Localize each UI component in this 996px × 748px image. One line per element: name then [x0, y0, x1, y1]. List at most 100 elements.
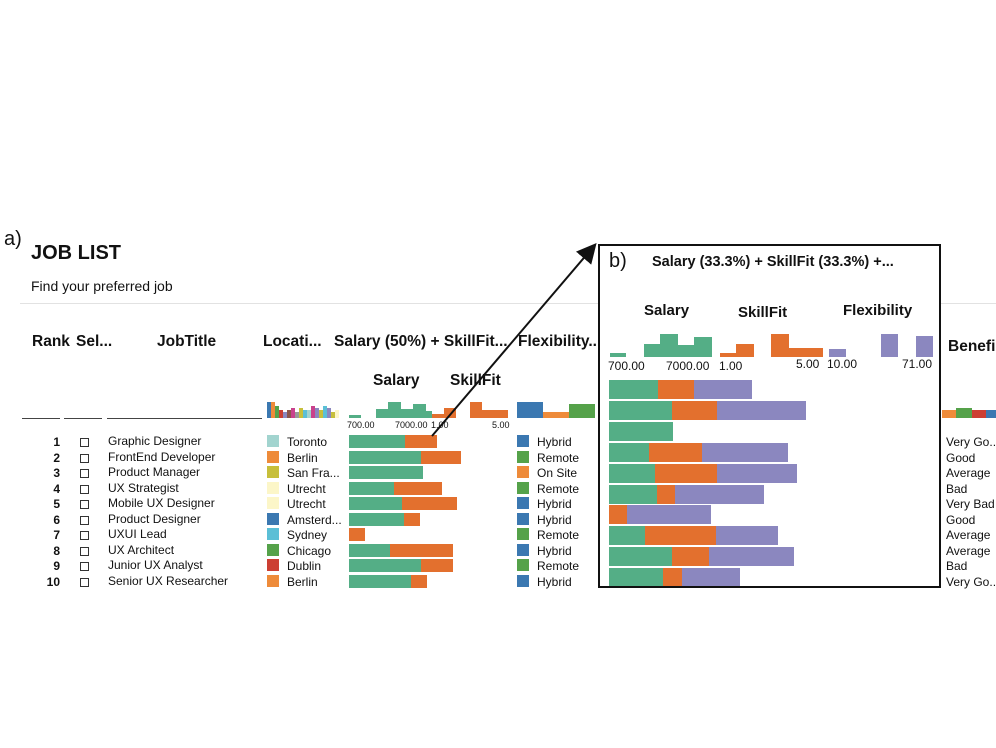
jobtitle-cell[interactable]: Junior UX Analyst — [108, 558, 203, 572]
jobtitle-cell[interactable]: Mobile UX Designer — [108, 496, 215, 510]
zoom-skillfit-bar — [655, 463, 718, 483]
zoom-flex-hist-bar — [881, 334, 898, 357]
zoom-salary-bar — [609, 421, 674, 441]
flexibility-swatch — [517, 512, 529, 525]
salary-hist-bar — [426, 411, 432, 418]
location-cell: Sydney — [287, 528, 328, 542]
loc-hist-bar — [299, 408, 303, 418]
benefit-cell: Very Go... — [946, 435, 996, 449]
loc-hist-bar — [307, 410, 311, 418]
jobtitle-cell[interactable]: UX Architect — [108, 542, 175, 557]
jobtitle-cell[interactable]: UX Strategist — [108, 480, 179, 495]
zoom-salary-hist-bar — [610, 353, 626, 357]
zoom-skillfit-label[interactable]: SkillFit — [738, 304, 788, 321]
location-swatch — [267, 450, 279, 463]
sub-header-skillfit[interactable]: SkillFit — [450, 372, 501, 389]
benefit-cell: Very Go... — [946, 574, 996, 589]
rank-underline — [22, 418, 60, 419]
rank-cell: 2 — [53, 450, 60, 465]
skillfit-hist-bar — [482, 410, 496, 418]
zoom-salary-bar — [609, 484, 657, 504]
benefit-cell: Very Bad — [946, 497, 995, 511]
jobtitle-cell[interactable]: Product Manager — [108, 465, 201, 479]
benefit-cell: Good — [946, 450, 976, 465]
rank-cell: 5 — [53, 497, 60, 511]
rank-cell: 4 — [53, 481, 60, 496]
salary-bar — [349, 512, 404, 526]
location-swatch — [267, 559, 279, 571]
col-header-jobtitle[interactable]: JobTitle — [157, 333, 217, 350]
zoom-salary-hist-bar — [694, 337, 712, 357]
zoom-skillfit-hist-bar — [789, 348, 806, 357]
select-checkbox[interactable] — [80, 515, 89, 525]
col-header-benefits[interactable]: Benefi — [948, 338, 996, 355]
loc-hist-bar — [323, 406, 327, 418]
skillfit-bar — [401, 497, 457, 510]
flex-hist-bar — [543, 412, 569, 418]
select-checkbox[interactable] — [80, 484, 89, 494]
salary-hist-bar — [388, 402, 401, 418]
select-checkbox[interactable] — [80, 469, 89, 478]
select-checkbox[interactable] — [80, 438, 89, 447]
benefit-cell: Bad — [946, 559, 968, 573]
location-swatch — [267, 481, 279, 494]
jobtitle-cell[interactable]: FrontEnd Developer — [108, 449, 216, 464]
jobtitle-cell[interactable]: Product Designer — [108, 511, 201, 526]
zoom-flexibility-bar — [702, 442, 789, 462]
zoom-flexibility-bar — [716, 526, 778, 546]
zoom-skillfit-hist-bar — [771, 334, 789, 357]
zoom-salary-bar — [609, 400, 673, 420]
flexibility-cell: Remote — [537, 481, 580, 496]
zoom-title[interactable]: Salary (33.3%) + SkillFit (33.3%) +... — [652, 254, 894, 270]
benefit-hist-bar — [972, 410, 986, 418]
location-cell: Amsterd... — [287, 512, 342, 527]
loc-hist-bar — [271, 402, 275, 418]
skill-max-tick: 5.00 — [492, 420, 510, 430]
col-header-score[interactable]: Salary (50%) + SkillFit... — [334, 333, 508, 350]
select-checkbox[interactable] — [80, 500, 89, 509]
loc-hist-bar — [311, 406, 315, 418]
flexibility-cell: Hybrid — [537, 435, 572, 449]
col-header-rank[interactable]: Rank — [32, 333, 70, 350]
salary-hist-bar — [349, 415, 361, 418]
select-checkbox[interactable] — [80, 562, 89, 571]
jobtitle-cell[interactable]: Senior UX Researcher — [108, 573, 229, 588]
page-title: JOB LIST — [31, 242, 122, 264]
salary-max-tick: 7000.00 — [395, 420, 428, 430]
jobtitle-cell[interactable]: Graphic Designer — [108, 434, 202, 448]
zoom-salary-label[interactable]: Salary — [644, 302, 690, 319]
benefit-cell: Average — [946, 466, 991, 480]
sub-header-salary[interactable]: Salary — [373, 372, 420, 389]
flexibility-cell: Hybrid — [537, 512, 572, 527]
jobtitle-cell[interactable]: UXUI Lead — [108, 527, 167, 541]
zoom-flexibility-bar — [717, 400, 807, 420]
location-swatch — [267, 435, 279, 447]
col-header-flexibility[interactable]: Flexibility... — [518, 333, 602, 350]
skillfit-bar — [421, 559, 454, 572]
select-checkbox[interactable] — [80, 577, 89, 587]
col-header-select[interactable]: Sel... — [76, 333, 113, 350]
select-checkbox[interactable] — [80, 453, 89, 463]
loc-hist-bar — [287, 410, 291, 418]
zoom-flexibility-bar — [681, 568, 741, 586]
select-checkbox[interactable] — [80, 531, 89, 540]
skillfit-bar — [404, 435, 437, 448]
loc-hist-bar — [335, 410, 339, 418]
location-cell: Chicago — [287, 543, 332, 558]
zoom-salary-hist-bar — [678, 345, 694, 357]
rank-cell: 3 — [53, 466, 60, 480]
location-swatch — [267, 497, 279, 509]
salary-min-tick: 700.00 — [347, 420, 375, 430]
loc-hist-bar — [319, 410, 323, 418]
flexibility-swatch — [517, 497, 529, 509]
zoom-skillfit-bar — [609, 505, 628, 525]
benefit-cell: Average — [946, 528, 991, 542]
col-header-location[interactable]: Locati... — [263, 333, 322, 350]
zoom-flexibility-label[interactable]: Flexibility — [843, 302, 913, 319]
zoom-flexibility-bar — [693, 380, 753, 399]
flexibility-cell: Hybrid — [537, 574, 572, 589]
salary-bar — [349, 450, 422, 464]
select-checkbox[interactable] — [80, 546, 89, 556]
flexibility-swatch — [517, 481, 529, 494]
loc-hist-bar — [283, 412, 287, 418]
